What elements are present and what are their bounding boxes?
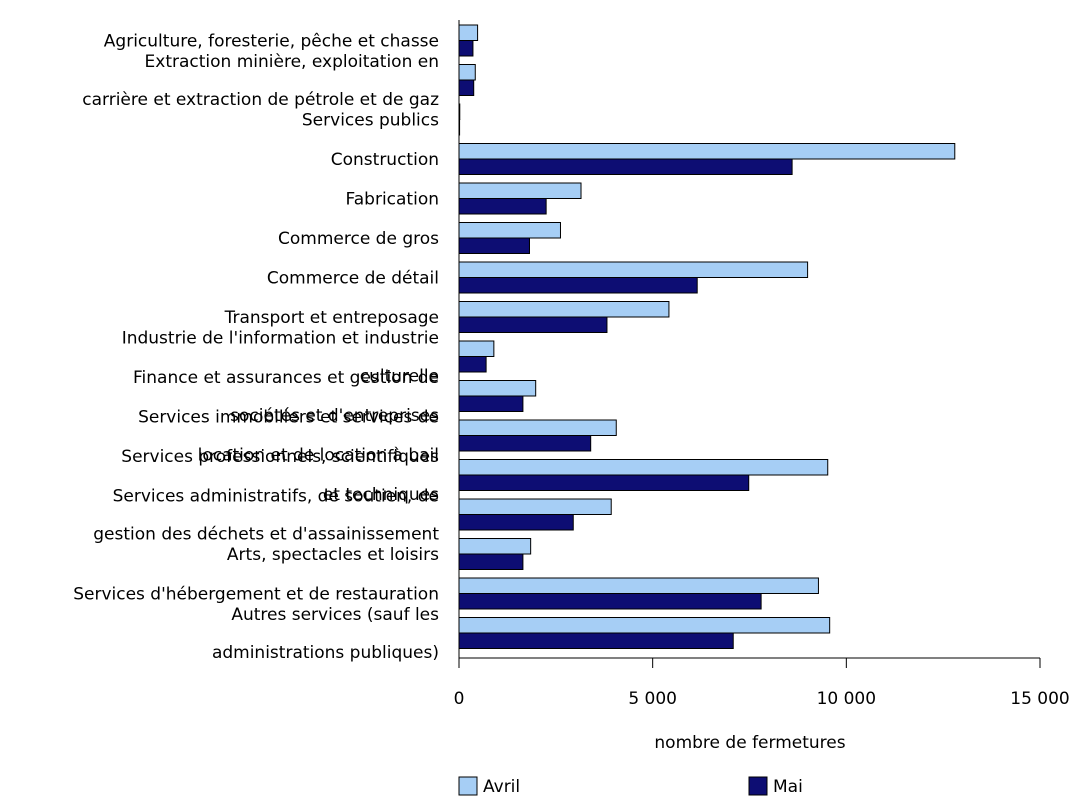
category-label: Extraction minière, exploitation en <box>145 52 439 72</box>
bar-avril-7 <box>458 301 670 318</box>
bar-mai-0 <box>458 40 474 57</box>
category-label: carrière et extraction de pétrole et de … <box>82 90 439 110</box>
category-label: Fabrication <box>346 190 439 210</box>
x-tick-label: 0 <box>454 689 465 709</box>
bar-avril-10 <box>458 419 617 436</box>
bar-avril-14 <box>458 577 819 594</box>
bar-mai-9 <box>458 395 524 412</box>
bar-mai-14 <box>458 593 762 610</box>
category-label: gestion des déchets et d'assainissement <box>93 525 439 545</box>
category-label: Services publics <box>302 111 439 131</box>
bars-group <box>458 24 956 649</box>
bar-mai-4 <box>458 198 547 215</box>
category-label: Services immobiliers et services de <box>138 408 439 428</box>
bar-avril-1 <box>458 64 476 81</box>
category-label: Transport et entreposage <box>224 308 439 328</box>
bar-avril-4 <box>458 182 582 199</box>
legend-swatch-avril <box>458 776 478 796</box>
x-axis-title: nombre de fermetures <box>654 733 845 753</box>
bar-avril-3 <box>458 143 956 160</box>
category-label: Agriculture, foresterie, pêche et chasse <box>104 32 439 52</box>
legend-label-mai: Mai <box>773 777 803 797</box>
category-label: administrations publiques) <box>212 643 439 663</box>
bar-avril-15 <box>458 617 831 634</box>
bar-mai-11 <box>458 474 750 491</box>
category-label: culturelle <box>360 367 439 387</box>
legend: Avril Mai <box>458 776 803 797</box>
category-label: Industrie de l'information et industrie <box>122 329 439 349</box>
bar-mai-10 <box>458 435 592 452</box>
category-label: Arts, spectacles et loisirs <box>227 545 439 565</box>
category-label: Services administratifs, de soutien, de <box>113 487 439 507</box>
bar-mai-5 <box>458 237 530 254</box>
category-label: Commerce de détail <box>267 269 439 289</box>
bar-avril-6 <box>458 261 809 278</box>
x-tick-label: 10 000 <box>817 689 876 709</box>
category-label: Autres services (sauf les <box>231 605 439 625</box>
category-label: Construction <box>331 150 439 170</box>
bar-mai-13 <box>458 553 524 570</box>
category-label: Finance et assurances et gestion de <box>133 368 439 388</box>
category-labels: Agriculture, foresterie, pêche et chasse… <box>73 32 439 664</box>
category-label: Commerce de gros <box>278 229 439 249</box>
x-axis <box>458 20 1040 659</box>
x-tick-label: 15 000 <box>1010 689 1069 709</box>
category-label: sociétés et d'entreprises <box>230 406 439 426</box>
legend-label-avril: Avril <box>483 777 520 797</box>
bar-avril-8 <box>458 340 495 357</box>
category-label: Services d'hébergement et de restauratio… <box>73 585 439 605</box>
bar-mai-8 <box>458 356 487 373</box>
bar-mai-1 <box>458 79 475 96</box>
bar-mai-3 <box>458 158 793 175</box>
x-tick-label: 5 000 <box>628 689 677 709</box>
bar-mai-15 <box>458 632 734 649</box>
bar-mai-12 <box>458 514 574 531</box>
category-label: et techniques <box>323 485 439 505</box>
bar-avril-12 <box>458 498 612 515</box>
bar-avril-9 <box>458 380 537 397</box>
bar-mai-7 <box>458 316 608 333</box>
bar-avril-13 <box>458 538 532 555</box>
bar-avril-11 <box>458 459 829 476</box>
category-label: Services professionnels, scientifiques <box>121 447 439 467</box>
bar-avril-5 <box>458 222 561 239</box>
bar-mai-6 <box>458 277 698 294</box>
bar-avril-0 <box>458 24 479 41</box>
x-ticks: 0 5 000 10 000 15 000 <box>454 658 1070 709</box>
legend-swatch-mai <box>748 776 768 796</box>
category-label: location et de location à bail <box>198 446 439 466</box>
